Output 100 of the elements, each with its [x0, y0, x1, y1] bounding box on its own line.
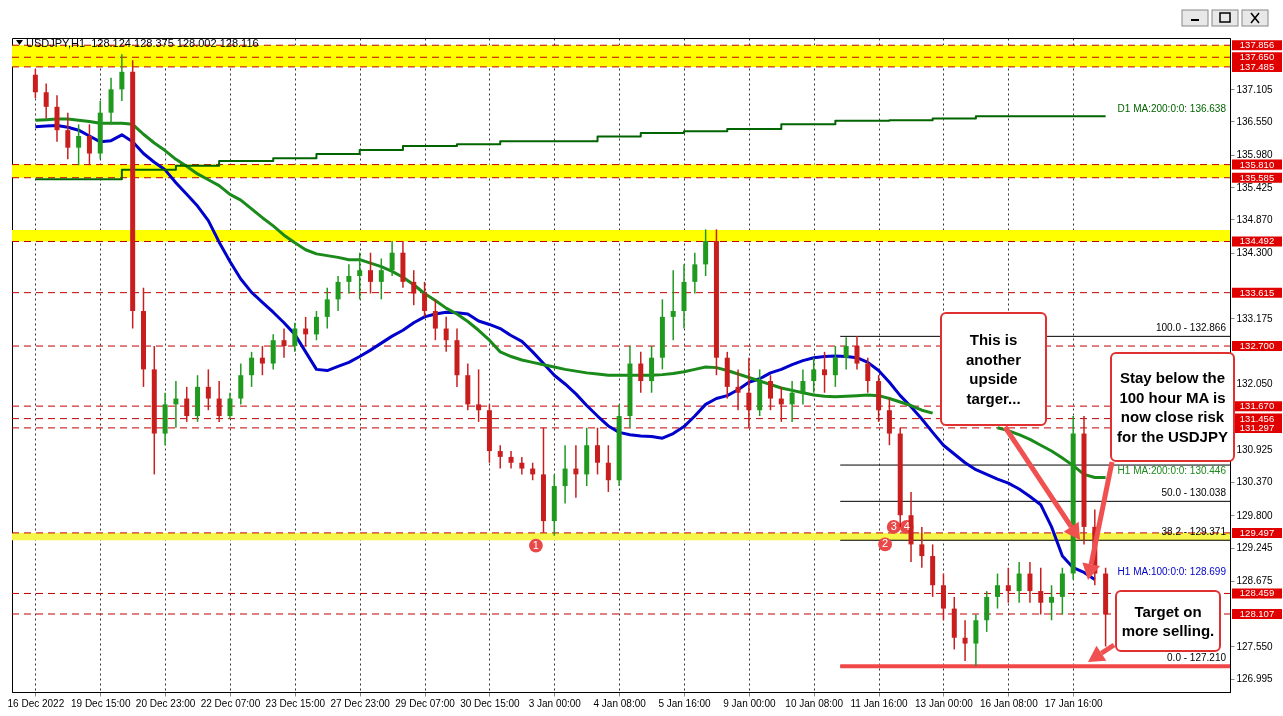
- candlestick: [811, 356, 817, 394]
- candlestick: [692, 251, 698, 295]
- ref-line-label: 128.107: [1239, 608, 1275, 619]
- ref-line-label: 131.456: [1239, 412, 1275, 424]
- candlestick: [703, 228, 709, 277]
- y-tick-label: 134.870: [1236, 213, 1274, 225]
- candlestick: [32, 68, 38, 99]
- series-label: D1 MA:200:0:0: 136.638: [1117, 103, 1227, 115]
- candlestick: [562, 444, 568, 505]
- y-tick-label: 129.800: [1236, 509, 1274, 521]
- candlestick: [335, 275, 341, 312]
- y-tick-label: 127.550: [1236, 640, 1274, 652]
- annotation: 0.0 - 127.210: [1167, 652, 1227, 664]
- x-tick-label: 5 Jan 16:00: [658, 697, 712, 709]
- candlestick: [43, 82, 49, 120]
- y-tick-label: 130.925: [1236, 444, 1274, 456]
- y-tick-label: 136.550: [1236, 115, 1274, 127]
- candlestick: [865, 356, 871, 394]
- candlestick: [292, 321, 298, 353]
- ref-line-label: 132.700: [1239, 340, 1275, 352]
- annotation: 50.0 - 130.038: [1161, 487, 1227, 499]
- x-tick-label: 9 Jan 00:00: [723, 697, 776, 709]
- candlestick: [1049, 584, 1055, 621]
- candlestick: [389, 240, 395, 277]
- candlestick: [205, 368, 211, 411]
- x-tick-label: 29 Dec 07:00: [395, 697, 456, 709]
- candlestick: [313, 310, 319, 341]
- candlestick: [800, 368, 806, 406]
- x-tick-label: 22 Dec 07:00: [200, 697, 261, 709]
- candlestick: [119, 53, 125, 102]
- annotation: 2: [882, 537, 889, 550]
- y-tick-label: 132.050: [1236, 378, 1274, 390]
- candlestick: [789, 380, 795, 423]
- y-tick-label: 130.370: [1236, 476, 1274, 488]
- text: H1 MA:100:0:0: 128.699: [1117, 566, 1227, 578]
- candlestick: [238, 362, 244, 406]
- candlestick: [324, 286, 330, 330]
- candlestick: [832, 345, 838, 388]
- x-tick-label: 3 Jan 00:00: [528, 697, 582, 709]
- candlestick: [1038, 566, 1044, 616]
- candlestick: [227, 391, 233, 420]
- candlestick: [476, 368, 482, 423]
- annotation: 3: [890, 519, 897, 532]
- candlestick: [108, 76, 114, 126]
- x-tick-label: 4 Jan 08:00: [593, 697, 647, 709]
- candlestick: [886, 397, 892, 446]
- candlestick: [638, 351, 644, 394]
- y-tick-label: 134.300: [1236, 247, 1274, 259]
- candlestick: [86, 123, 92, 166]
- x-tick-label: 23 Dec 15:00: [265, 697, 326, 709]
- y-tick-label: 129.245: [1236, 542, 1274, 554]
- x-tick-label: 10 Jan 08:00: [785, 697, 844, 709]
- candlestick: [735, 368, 741, 411]
- ref-line-label: 131.670: [1239, 400, 1275, 412]
- candlestick: [605, 444, 611, 493]
- annotation: 4: [903, 519, 910, 532]
- candlestick: [378, 257, 384, 301]
- x-tick-label: 13 Jan 00:00: [915, 697, 974, 709]
- ref-line-label: 137.485: [1239, 60, 1275, 72]
- ref-line-label: 137.650: [1239, 51, 1275, 63]
- x-tick-label: 30 Dec 15:00: [460, 697, 521, 709]
- candlestick: [357, 251, 363, 301]
- x-tick-label: 19 Dec 15:00: [70, 697, 131, 709]
- y-tick-label: 133.175: [1236, 312, 1274, 324]
- candlestick: [649, 345, 655, 394]
- candlestick: [65, 111, 71, 161]
- candlestick: [508, 450, 514, 470]
- y-tick-label: 137.105: [1236, 83, 1274, 95]
- candlestick: [184, 386, 190, 423]
- candlestick: [411, 269, 417, 306]
- candlestick: [843, 336, 849, 371]
- ref-line-label: 134.492: [1239, 235, 1275, 247]
- x-tick-label: 16 Jan 08:00: [979, 697, 1039, 709]
- candlestick: [854, 335, 860, 371]
- annotation: 1: [532, 538, 539, 551]
- candlestick: [822, 351, 828, 394]
- candlestick: [919, 526, 925, 569]
- ref-line-label: 137.856: [1239, 39, 1275, 51]
- ref-line-label: 135.810: [1239, 158, 1275, 170]
- y-tick-label: 126.995: [1236, 673, 1274, 685]
- callout-box: This is another upside targer...: [940, 312, 1047, 426]
- ref-line-label: 135.585: [1239, 171, 1275, 183]
- candlestick: [746, 356, 752, 429]
- candlestick: [1005, 566, 1011, 604]
- candlestick: [1059, 566, 1065, 616]
- candlestick: [270, 333, 276, 371]
- x-tick-label: 16 Dec 2022: [7, 697, 65, 709]
- x-tick-label: 17 Jan 16:00: [1044, 697, 1104, 709]
- candlestick: [962, 619, 968, 662]
- ref-line-label: 129.497: [1239, 526, 1275, 538]
- candlestick: [973, 613, 979, 668]
- candlestick: [422, 281, 428, 318]
- candlestick: [76, 123, 82, 166]
- callout-box: Target on more selling.: [1115, 590, 1221, 652]
- candlestick: [995, 572, 1001, 610]
- candlestick: [216, 380, 222, 423]
- candlestick: [497, 444, 503, 470]
- y-tick-label: 128.675: [1236, 575, 1274, 587]
- ref-line-label: 131.297: [1239, 421, 1275, 433]
- x-tick-label: 20 Dec 23:00: [135, 697, 196, 709]
